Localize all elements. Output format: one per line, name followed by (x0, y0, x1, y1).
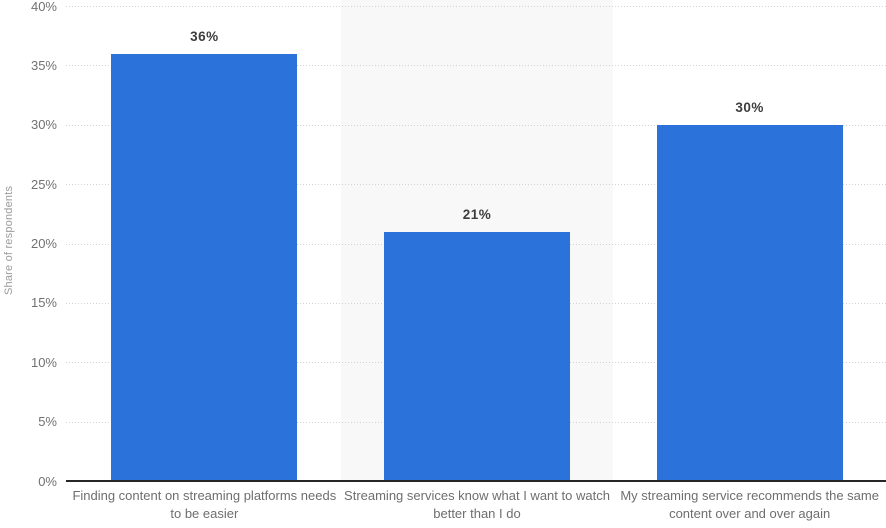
y-tick-label: 5% (38, 414, 57, 430)
bar[interactable] (384, 231, 570, 481)
gridline (66, 65, 886, 67)
gridline (66, 184, 886, 186)
bar-value-label: 30% (735, 99, 764, 115)
category-label: Finding content on streaming platforms n… (72, 488, 337, 521)
bar[interactable] (656, 124, 843, 481)
y-tick-label: 40% (30, 0, 57, 14)
gridline (66, 6, 886, 7)
y-tick-label: 10% (30, 354, 57, 370)
bar-value-label: 21% (462, 206, 492, 222)
y-tick-label: 25% (30, 176, 57, 192)
y-tick-label: 30% (30, 117, 57, 133)
bar-value-label: 36% (190, 28, 219, 44)
y-tick-label: 35% (30, 57, 57, 73)
y-tick-label: 15% (30, 295, 57, 311)
bar[interactable] (111, 53, 298, 481)
gridline (66, 124, 886, 126)
y-tick-label: 0% (38, 473, 57, 489)
category-label: My streaming service recommends the same… (620, 488, 879, 521)
category-label: Streaming services know what I want to w… (344, 488, 610, 521)
y-tick-label: 20% (30, 236, 57, 251)
x-axis-line (66, 480, 886, 482)
